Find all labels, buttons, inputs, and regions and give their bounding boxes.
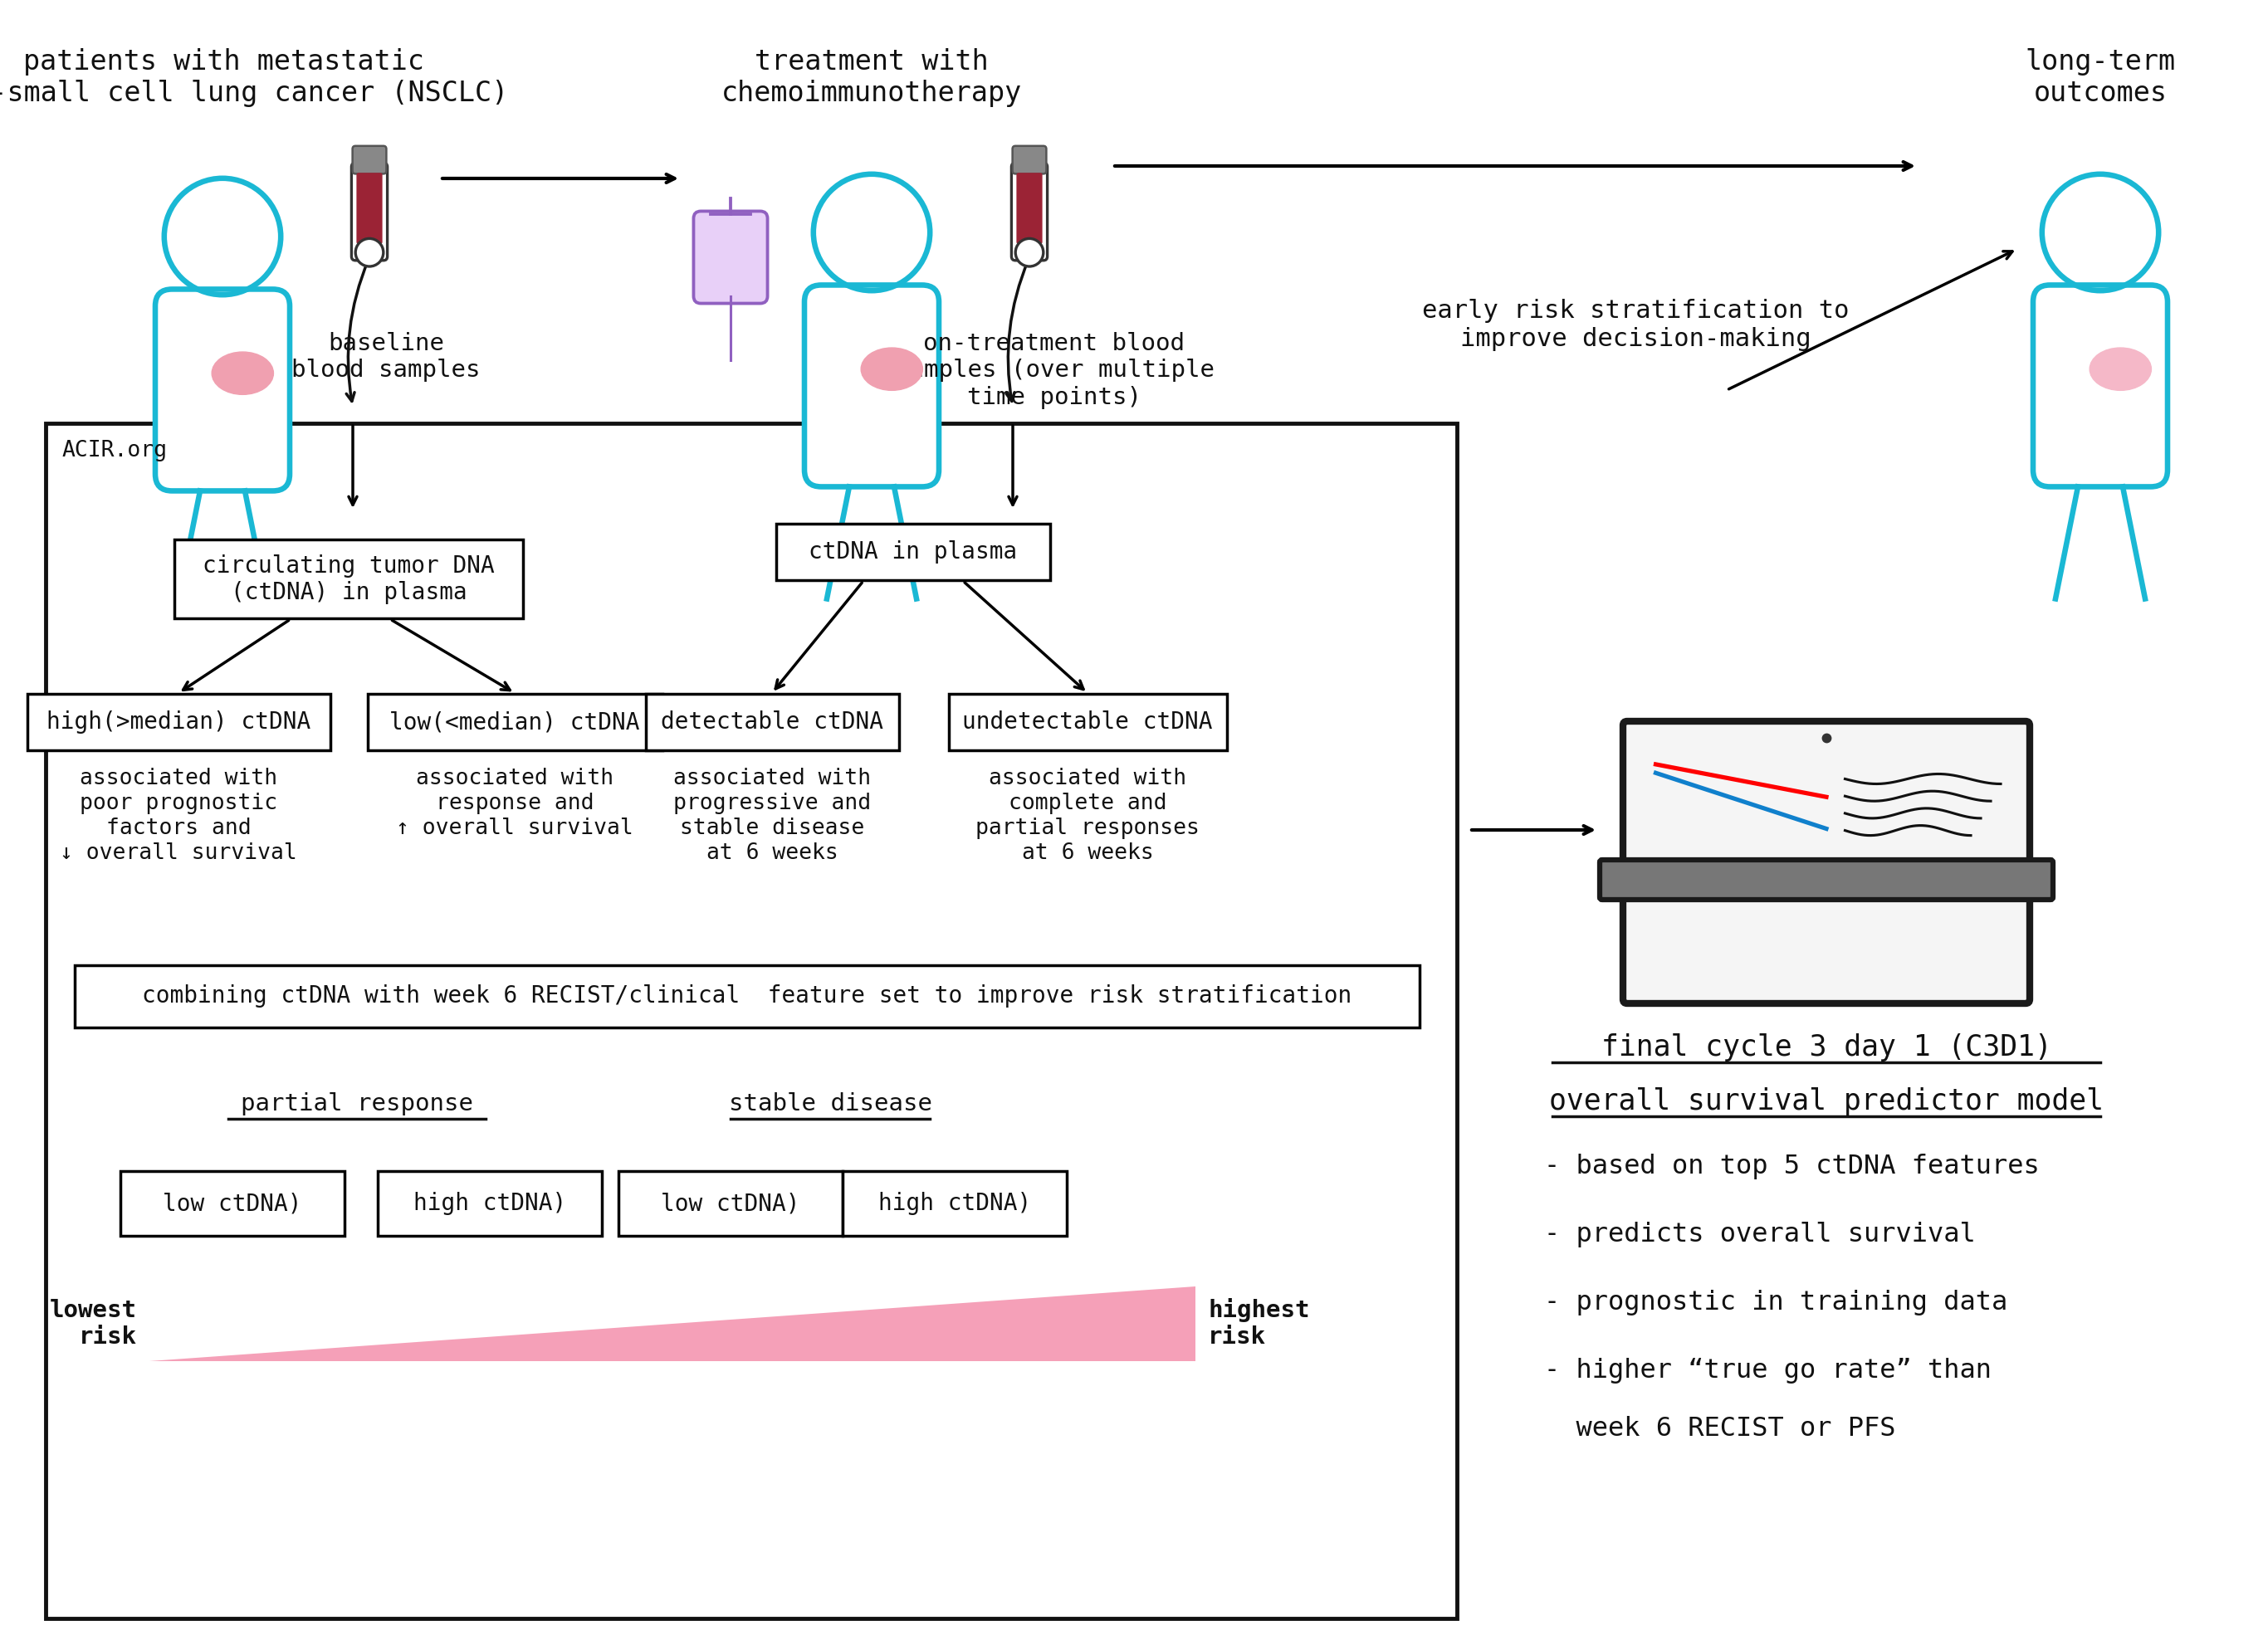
FancyBboxPatch shape (75, 964, 1420, 1027)
Text: stable disease: stable disease (728, 1092, 932, 1115)
Ellipse shape (2089, 348, 2152, 390)
FancyBboxPatch shape (379, 1171, 601, 1237)
Text: early risk stratification to
improve decision-making: early risk stratification to improve dec… (1422, 298, 1848, 351)
FancyBboxPatch shape (844, 1171, 1066, 1237)
Text: associated with
poor prognostic
factors and
↓ overall survival: associated with poor prognostic factors … (59, 768, 297, 864)
FancyBboxPatch shape (2032, 285, 2168, 487)
Text: ctDNA in plasma: ctDNA in plasma (810, 540, 1018, 564)
Text: - prognostic in training data: - prognostic in training data (1545, 1289, 2007, 1315)
FancyBboxPatch shape (45, 423, 1456, 1619)
FancyBboxPatch shape (27, 694, 329, 749)
Text: high ctDNA): high ctDNA) (878, 1192, 1032, 1215)
Text: highest
risk: highest risk (1209, 1297, 1309, 1348)
Text: combining ctDNA with week 6 RECIST/clinical  feature set to improve risk stratif: combining ctDNA with week 6 RECIST/clini… (143, 984, 1352, 1007)
Text: patients with metastatic
non-small cell lung cancer (NSCLC): patients with metastatic non-small cell … (0, 48, 508, 107)
Text: partial response: partial response (240, 1092, 474, 1115)
FancyBboxPatch shape (154, 289, 290, 490)
Text: high(>median) ctDNA: high(>median) ctDNA (45, 710, 311, 733)
FancyBboxPatch shape (1599, 859, 2053, 900)
FancyBboxPatch shape (1012, 146, 1046, 174)
Text: low ctDNA): low ctDNA) (660, 1192, 801, 1215)
Text: - based on top 5 ctDNA features: - based on top 5 ctDNA features (1545, 1153, 2039, 1179)
FancyBboxPatch shape (1624, 722, 2030, 1004)
Polygon shape (150, 1286, 1195, 1361)
FancyBboxPatch shape (948, 694, 1227, 749)
FancyBboxPatch shape (1012, 162, 1048, 261)
FancyBboxPatch shape (619, 1171, 844, 1237)
Ellipse shape (862, 348, 923, 390)
FancyBboxPatch shape (352, 162, 388, 261)
Text: circulating tumor DNA
(ctDNA) in plasma: circulating tumor DNA (ctDNA) in plasma (202, 554, 494, 605)
Text: overall survival predictor model: overall survival predictor model (1549, 1087, 2105, 1115)
Text: baseline
blood samples: baseline blood samples (293, 331, 481, 382)
Text: undetectable ctDNA: undetectable ctDNA (962, 710, 1213, 733)
FancyBboxPatch shape (646, 694, 898, 749)
FancyBboxPatch shape (805, 285, 939, 487)
FancyBboxPatch shape (776, 523, 1050, 581)
Text: lowest
risk: lowest risk (50, 1299, 136, 1348)
FancyBboxPatch shape (694, 212, 767, 303)
Circle shape (1016, 238, 1043, 266)
Text: associated with
complete and
partial responses
at 6 weeks: associated with complete and partial res… (975, 768, 1200, 864)
Circle shape (356, 238, 383, 266)
Text: detectable ctDNA: detectable ctDNA (660, 710, 882, 733)
Text: high ctDNA): high ctDNA) (413, 1192, 567, 1215)
FancyBboxPatch shape (175, 540, 524, 618)
Text: - higher “true go rate” than: - higher “true go rate” than (1545, 1358, 1991, 1384)
Text: long-term
outcomes: long-term outcomes (2025, 48, 2175, 107)
Text: associated with
response and
↑ overall survival: associated with response and ↑ overall s… (397, 768, 633, 840)
Text: associated with
progressive and
stable disease
at 6 weeks: associated with progressive and stable d… (674, 768, 871, 864)
Text: - predicts overall survival: - predicts overall survival (1545, 1222, 1975, 1248)
FancyBboxPatch shape (120, 1171, 345, 1237)
FancyBboxPatch shape (356, 172, 383, 244)
Text: final cycle 3 day 1 (C3D1): final cycle 3 day 1 (C3D1) (1601, 1033, 2053, 1061)
FancyBboxPatch shape (367, 694, 662, 749)
FancyBboxPatch shape (352, 146, 386, 174)
Text: low(<median) ctDNA: low(<median) ctDNA (390, 710, 640, 733)
Text: week 6 RECIST or PFS: week 6 RECIST or PFS (1545, 1415, 1896, 1442)
Text: treatment with
chemoimmunotherapy: treatment with chemoimmunotherapy (721, 48, 1023, 107)
Ellipse shape (211, 353, 274, 395)
Text: low ctDNA): low ctDNA) (163, 1192, 302, 1215)
Text: ACIR.org: ACIR.org (61, 440, 168, 461)
FancyBboxPatch shape (1016, 172, 1043, 244)
Text: on-treatment blood
samples (over multiple
time points): on-treatment blood samples (over multipl… (894, 331, 1213, 408)
